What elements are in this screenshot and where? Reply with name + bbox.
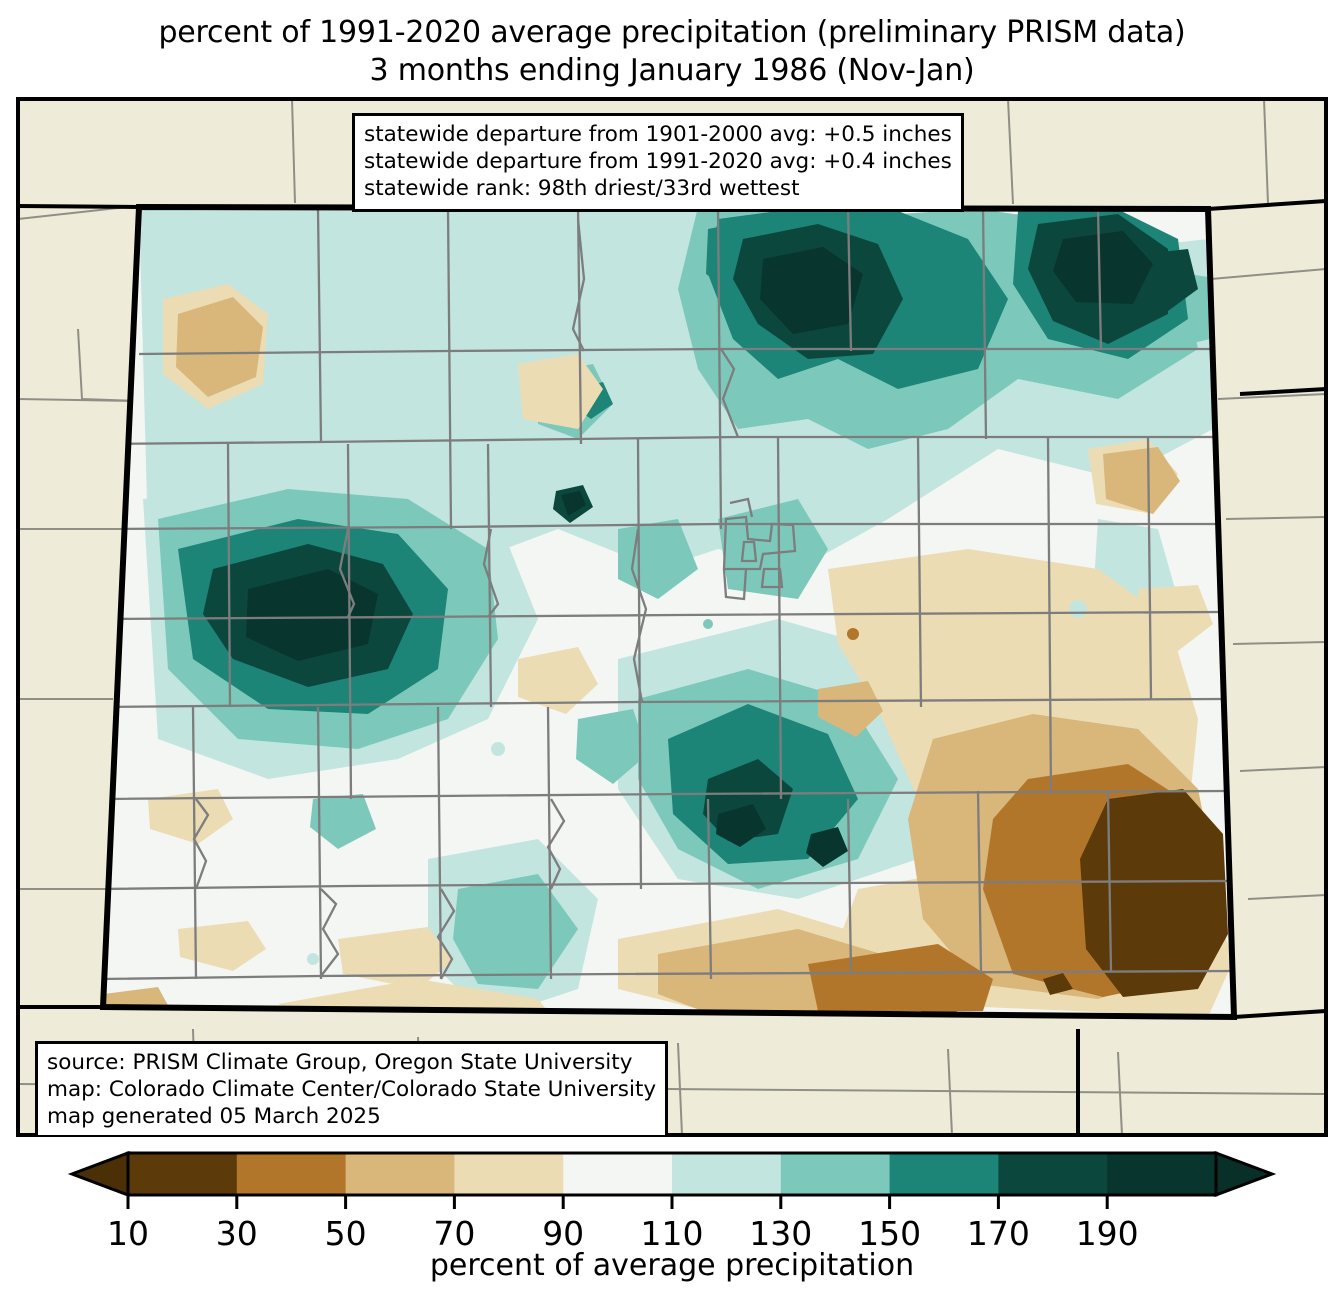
colorbar-band <box>889 1153 999 1195</box>
colorbar-tick-label: 170 <box>967 1214 1030 1253</box>
statewide-statistics-box: statewide departure from 1901-2000 avg: … <box>352 113 964 212</box>
source-line: source: PRISM Climate Group, Oregon Stat… <box>47 1050 633 1075</box>
colorbar-axis-label: percent of average precipitation <box>429 1248 915 1283</box>
stats-departure-1901-2000: statewide departure from 1901-2000 avg: … <box>364 122 952 147</box>
colorbar-tick-labels: 10 30 50 70 90 110 130 150 170 190 <box>107 1214 1139 1253</box>
colorbar-tick-label: 130 <box>749 1214 812 1253</box>
colorado-county-lines <box>103 207 1233 981</box>
stats-statewide-rank: statewide rank: 98th driest/33rd wettest <box>364 176 800 201</box>
colorbar-band <box>998 1153 1108 1195</box>
band-10-30 <box>1043 789 1228 997</box>
colorbar-bands <box>67 1150 1277 1198</box>
colorbar-under-arrow <box>67 1150 130 1198</box>
page-title: percent of 1991-2020 average precipitati… <box>0 14 1344 90</box>
colorbar-tick-label: 30 <box>216 1214 258 1253</box>
colorbar-band <box>128 1153 238 1195</box>
title-line-2: 3 months ending January 1986 (Nov-Jan) <box>369 53 975 88</box>
colorbar-tick-label: 90 <box>542 1214 584 1253</box>
colorbar-band <box>563 1153 673 1195</box>
map-generated-line: map generated 05 March 2025 <box>47 1104 381 1129</box>
title-line-1: percent of 1991-2020 average precipitati… <box>158 15 1186 50</box>
colorbar-tick-label: 70 <box>433 1214 475 1253</box>
colorbar-svg: 10 30 50 70 90 110 130 150 170 190 <box>67 1150 1277 1253</box>
colorbar-band <box>345 1153 455 1195</box>
colorbar-band <box>454 1153 564 1195</box>
colorbar-band <box>672 1153 782 1195</box>
precipitation-map <box>18 99 1326 1135</box>
neighbor-state-borders <box>18 199 1326 1135</box>
band-above-190 <box>246 231 1153 867</box>
colorbar-over-arrow <box>1214 1150 1277 1198</box>
precipitation-contours <box>103 207 1234 1017</box>
colorbar-band <box>780 1153 891 1195</box>
colorbar-legend: 10 30 50 70 90 110 130 150 170 190 <box>0 1143 1344 1299</box>
colorbar-tick-label: 190 <box>1076 1214 1139 1253</box>
stats-departure-1991-2020: statewide departure from 1991-2020 avg: … <box>364 149 952 174</box>
map-frame <box>18 99 1326 1135</box>
colorbar-tick-marks <box>126 1195 1109 1209</box>
colorbar-band <box>1107 1153 1217 1195</box>
colorbar-tick-label: 50 <box>325 1214 367 1253</box>
map-panel: statewide departure from 1901-2000 avg: … <box>16 97 1328 1137</box>
map-credit-line: map: Colorado Climate Center/Colorado St… <box>47 1077 657 1102</box>
source-credits-box: source: PRISM Climate Group, Oregon Stat… <box>35 1041 669 1135</box>
colorbar-tick-label: 110 <box>641 1214 704 1253</box>
colorbar-tick-label: 10 <box>107 1214 149 1253</box>
colorbar-tick-label: 150 <box>858 1214 921 1253</box>
colorbar-band <box>236 1153 347 1195</box>
